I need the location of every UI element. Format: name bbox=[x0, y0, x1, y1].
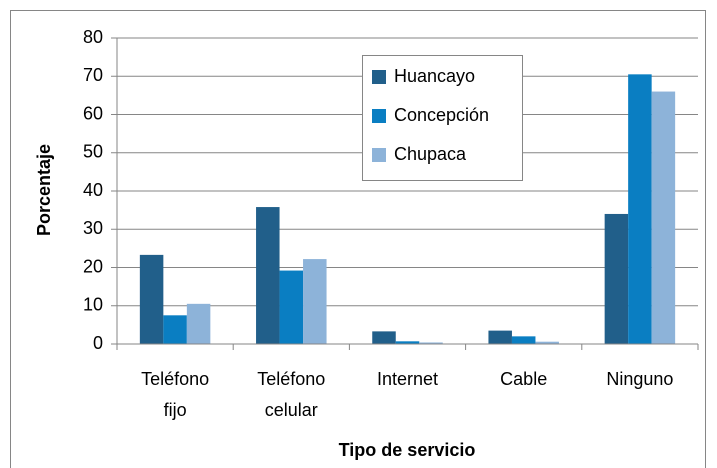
x-tick-label-line: fijo bbox=[164, 400, 187, 420]
bar bbox=[488, 330, 512, 344]
y-tick-label: 80 bbox=[83, 27, 103, 47]
bar bbox=[651, 91, 676, 344]
x-axis-title: Tipo de servicio bbox=[339, 440, 476, 460]
chart-border bbox=[10, 10, 706, 468]
legend-label: Huancayo bbox=[394, 66, 475, 86]
bar bbox=[279, 270, 304, 344]
legend-swatch bbox=[372, 70, 386, 84]
y-tick-label: 40 bbox=[83, 180, 103, 200]
x-tick-label-line: Teléfono bbox=[141, 369, 209, 389]
bar bbox=[372, 331, 396, 344]
legend-swatch bbox=[372, 109, 386, 123]
y-tick-label: 10 bbox=[83, 295, 103, 315]
bar bbox=[419, 342, 443, 344]
y-tick-label: 50 bbox=[83, 142, 103, 162]
bar bbox=[395, 341, 420, 344]
bar bbox=[604, 213, 629, 344]
x-tick-label: Teléfono fijo bbox=[141, 369, 209, 420]
x-tick-label: Cable bbox=[500, 369, 547, 389]
bar bbox=[163, 315, 187, 344]
y-axis-title: Porcentaje bbox=[34, 144, 54, 236]
x-tick-label: Ninguno bbox=[606, 369, 673, 389]
bar bbox=[535, 341, 559, 344]
bar bbox=[303, 259, 327, 344]
y-tick-label: 70 bbox=[83, 65, 103, 85]
legend-box bbox=[362, 55, 523, 181]
x-tick-label-line: Cable bbox=[500, 369, 547, 389]
legend-swatch bbox=[372, 148, 386, 162]
bar bbox=[256, 207, 280, 344]
bar bbox=[186, 303, 211, 344]
x-tick-label: Teléfono celular bbox=[257, 369, 325, 420]
legend-label: Chupaca bbox=[394, 144, 467, 164]
legend-label: Concepción bbox=[394, 105, 489, 125]
y-tick-label: 0 bbox=[93, 333, 103, 353]
bar bbox=[511, 336, 536, 344]
x-tick-label-line: celular bbox=[265, 400, 318, 420]
y-tick-label: 20 bbox=[83, 256, 103, 276]
bar bbox=[628, 74, 652, 345]
y-tick-label: 60 bbox=[83, 103, 103, 123]
x-tick-label-line: Ninguno bbox=[606, 369, 673, 389]
bar bbox=[139, 254, 164, 344]
x-tick-label: Internet bbox=[377, 369, 438, 389]
x-tick-label-line: Internet bbox=[377, 369, 438, 389]
y-tick-label: 30 bbox=[83, 218, 103, 238]
x-tick-label-line: Teléfono bbox=[257, 369, 325, 389]
